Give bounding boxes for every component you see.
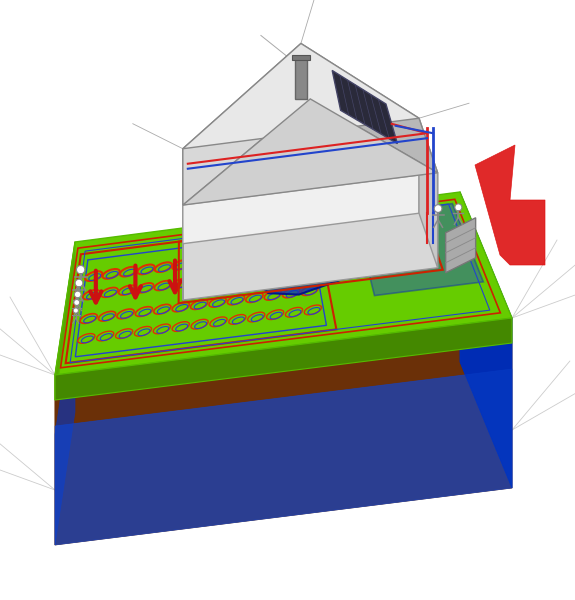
Bar: [296, 59, 307, 99]
Bar: [292, 55, 311, 60]
Circle shape: [74, 299, 80, 305]
Polygon shape: [55, 242, 75, 400]
Polygon shape: [55, 301, 75, 545]
Circle shape: [74, 291, 81, 298]
Circle shape: [76, 265, 85, 274]
Circle shape: [75, 279, 83, 287]
Polygon shape: [183, 118, 438, 205]
Polygon shape: [183, 213, 438, 300]
Polygon shape: [183, 118, 419, 244]
Polygon shape: [55, 318, 512, 545]
Polygon shape: [475, 145, 545, 265]
Polygon shape: [183, 43, 310, 205]
Polygon shape: [419, 118, 438, 268]
Polygon shape: [55, 192, 512, 375]
Polygon shape: [55, 318, 512, 400]
Polygon shape: [183, 43, 419, 149]
Circle shape: [455, 204, 462, 211]
Polygon shape: [66, 224, 336, 363]
Circle shape: [434, 205, 442, 212]
Polygon shape: [301, 43, 438, 173]
Circle shape: [73, 308, 78, 313]
Polygon shape: [460, 192, 512, 488]
Polygon shape: [75, 232, 327, 357]
Polygon shape: [55, 242, 75, 545]
Polygon shape: [183, 99, 438, 205]
Polygon shape: [55, 369, 512, 545]
Circle shape: [204, 262, 220, 278]
Polygon shape: [183, 173, 438, 300]
Polygon shape: [355, 203, 484, 296]
Polygon shape: [460, 192, 512, 488]
Polygon shape: [254, 238, 356, 295]
Polygon shape: [446, 218, 476, 273]
Polygon shape: [332, 70, 397, 143]
